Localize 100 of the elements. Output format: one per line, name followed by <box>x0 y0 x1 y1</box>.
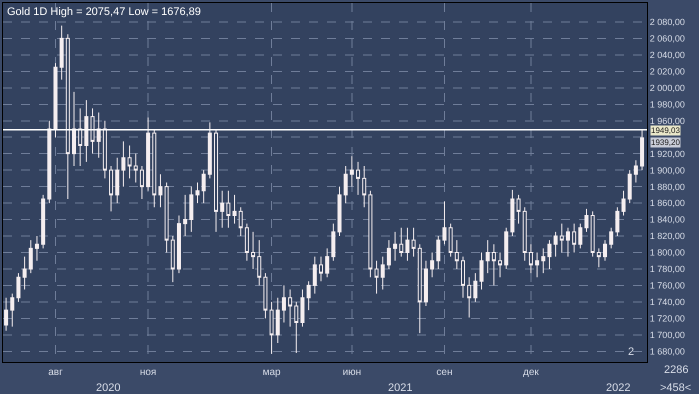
y-tick-label: 1 760,00 <box>650 280 685 291</box>
candlestick <box>232 194 237 224</box>
candlestick <box>368 190 372 278</box>
y-tick-label: 1 780,00 <box>650 264 685 274</box>
candlestick <box>386 240 391 270</box>
candlestick <box>78 108 82 167</box>
candlestick <box>300 289 304 328</box>
candlestick <box>146 116 150 192</box>
candlestick <box>609 227 614 249</box>
candlestick <box>318 256 323 282</box>
candlestick <box>362 166 366 208</box>
candlestick <box>47 120 52 204</box>
candlestick <box>374 260 379 294</box>
candlestick <box>603 240 608 262</box>
y-tick-label: 1 960,00 <box>650 116 685 126</box>
y-tick-label: 2 000,00 <box>650 82 685 93</box>
x-tick-label: дек <box>523 367 540 378</box>
candlestick <box>460 256 466 298</box>
y-tick-label: 2 040,00 <box>650 50 685 60</box>
candlestick <box>560 223 564 253</box>
candlestick <box>282 284 286 323</box>
candlestick <box>276 297 280 344</box>
y-tick-label: 1 800,00 <box>650 248 685 258</box>
candlestick <box>244 223 249 262</box>
candlestick <box>288 289 292 328</box>
candlestick <box>590 210 595 258</box>
candlestick <box>226 190 230 228</box>
candlestick <box>84 100 88 162</box>
text: 2022 <box>606 382 630 394</box>
candlestick <box>510 189 514 237</box>
candlestick <box>405 227 410 262</box>
text: >458< <box>660 382 692 394</box>
candlestick <box>251 231 256 270</box>
candlestick <box>170 236 175 283</box>
candlestick <box>294 301 298 354</box>
candlestick <box>16 272 20 302</box>
candlestick <box>442 200 446 245</box>
annotation: 2 <box>628 346 634 358</box>
candlestick <box>28 240 33 274</box>
candlestick <box>634 160 638 183</box>
candlestick <box>34 236 39 262</box>
candlestick <box>152 128 156 208</box>
candlestick <box>454 240 459 270</box>
candlestick <box>622 190 626 216</box>
candlestick <box>22 256 27 290</box>
candlestick <box>615 206 620 237</box>
chart-title: Gold 1D High = 2075,47 Low = 1676,89 <box>7 6 201 18</box>
candlestick <box>356 161 360 196</box>
y-tick-label: 1 900,00 <box>650 165 685 176</box>
candlestick <box>202 170 206 204</box>
candlestick <box>584 208 588 232</box>
ref-line-label: 1949,03 <box>651 126 680 135</box>
candlestick <box>257 240 262 286</box>
text: 2286 <box>664 364 688 376</box>
candlestick <box>176 214 181 274</box>
text: 2021 <box>388 382 412 394</box>
y-tick-label: 1 920,00 <box>650 148 685 159</box>
candlestick <box>41 194 46 249</box>
candlestick <box>480 252 484 290</box>
text: 1939,20 <box>651 138 680 147</box>
candlestick <box>158 174 162 208</box>
candlestick <box>96 112 101 158</box>
candlestick <box>596 248 601 268</box>
y-tick-label: 2 020,00 <box>650 66 685 76</box>
candlestick <box>238 206 243 237</box>
y-tick-label: 2 060,00 <box>650 34 685 44</box>
candlestick <box>448 223 453 258</box>
y-tick-label: 1 860,00 <box>650 198 685 208</box>
candlestick <box>418 244 422 334</box>
candlestick <box>467 276 472 318</box>
candlestick <box>208 122 212 179</box>
candlestick <box>350 156 354 188</box>
candlestick <box>516 194 521 224</box>
candlestick <box>72 91 76 167</box>
candlestick <box>393 231 398 262</box>
candlestick <box>430 252 434 278</box>
candlestick <box>140 166 144 200</box>
candlestick <box>66 34 70 200</box>
candlestick <box>640 129 644 171</box>
candlestick <box>214 128 218 232</box>
candlestick <box>312 256 317 294</box>
candlestick <box>399 227 404 258</box>
candlestick <box>492 244 496 286</box>
y-tick-label: 1 880,00 <box>650 182 685 192</box>
candlestick <box>164 182 169 253</box>
candlestick <box>498 252 502 278</box>
x-tick-label: сен <box>436 367 453 378</box>
y-tick-label: 1 980,00 <box>650 99 685 110</box>
candlestick <box>220 190 224 228</box>
x-tick-label: ноя <box>140 367 156 378</box>
x-tick-label: мар <box>262 367 282 378</box>
y-tick-label: 1 740,00 <box>650 297 685 308</box>
candlestick <box>90 108 95 154</box>
candlestick <box>628 170 632 204</box>
candlestick <box>134 153 138 183</box>
candlestick <box>102 120 107 179</box>
x-tick-label: авг <box>48 367 64 378</box>
candlestick <box>121 140 126 188</box>
candlestick <box>331 223 336 262</box>
candlestick <box>528 244 533 274</box>
